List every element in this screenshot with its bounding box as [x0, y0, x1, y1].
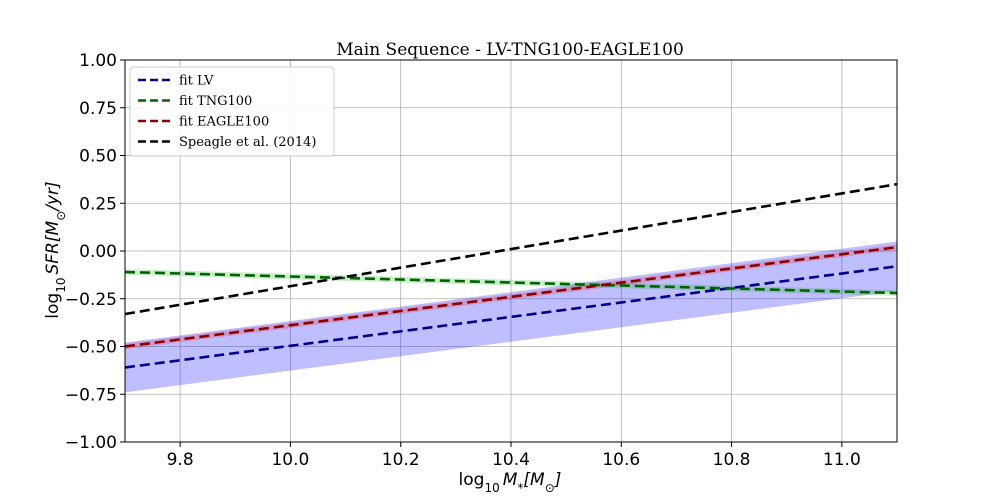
y-tick-label: −0.25	[65, 290, 117, 310]
y-tick-label: 1.00	[79, 51, 117, 71]
x-tick-label: 9.8	[167, 450, 194, 470]
x-tick-label: 10.8	[713, 450, 751, 470]
series-line-fit-lv	[124, 264, 898, 369]
legend-label: fit LV	[179, 74, 214, 89]
y-axis-label: log10SFR[M⊙/yr]	[43, 181, 68, 318]
legend-box	[129, 66, 335, 157]
legend-label: fit EAGLE100	[179, 115, 269, 130]
y-tick-label: −0.50	[65, 338, 117, 358]
scatter-band-0	[125, 241, 897, 393]
legend: fit LV fit TNG100 fit EAGLE100 Speagle et a…	[129, 66, 335, 157]
x-tick-label: 11.0	[823, 450, 861, 470]
series-line-fit-tng100	[124, 270, 898, 295]
scatter-band-1	[125, 244, 897, 350]
y-tick-label: 0.50	[79, 147, 117, 167]
chart-title: Main Sequence - LV-TNG100-EAGLE100	[336, 40, 684, 60]
legend-label: fit TNG100	[179, 94, 252, 109]
scatter-band-2	[125, 269, 897, 296]
y-tick-label: 0.75	[79, 99, 117, 119]
x-tick-label: 10.0	[271, 450, 309, 470]
x-tick-label: 10.6	[602, 450, 640, 470]
legend-label: Speagle et al. (2014)	[179, 135, 316, 150]
x-tick-label: 10.2	[382, 450, 420, 470]
x-axis-label: log10 M*[M⊙]	[459, 470, 562, 495]
x-tick-label: 10.4	[492, 450, 530, 470]
series-line-fit-eagle100	[124, 245, 898, 348]
y-tick-label: 0.25	[79, 194, 117, 214]
y-tick-label: 0.00	[79, 242, 117, 262]
y-tick-label: −1.00	[65, 433, 117, 453]
series-line-speagle-et-al-2014-	[124, 182, 898, 316]
y-tick-label: −0.75	[65, 385, 117, 405]
